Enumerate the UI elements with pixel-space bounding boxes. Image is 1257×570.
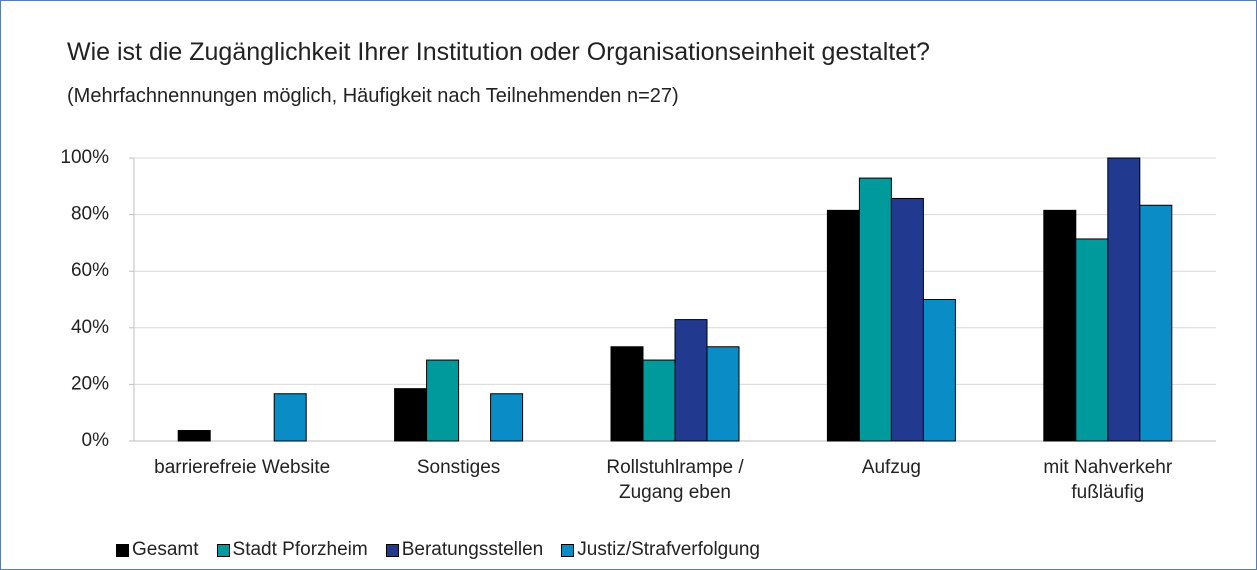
bar (490, 393, 524, 442)
bar (858, 177, 892, 442)
bar (1043, 209, 1077, 442)
bar (426, 359, 460, 442)
bar (826, 209, 860, 442)
y-tick-label: 20% (71, 373, 109, 394)
legend-item: Stadt Pforzheim (216, 539, 368, 561)
x-tick-label: Rollstuhlrampe / Zugang eben (606, 457, 744, 503)
legend-item: Gesamt (116, 539, 199, 561)
bar (674, 319, 708, 442)
bar (1075, 238, 1109, 442)
x-tick-label: Aufzug (861, 457, 921, 478)
bar (642, 359, 676, 442)
legend-swatch (385, 543, 399, 557)
x-tick-label: Sonstiges (416, 457, 501, 478)
y-tick-label: 60% (71, 260, 109, 281)
bar (177, 430, 211, 442)
y-tick-label: 100% (60, 147, 109, 168)
legend-swatch (561, 543, 575, 557)
bar (890, 197, 924, 442)
legend-swatch (216, 543, 230, 557)
x-tick-label: barrierefreie Website (154, 457, 331, 478)
legend-swatch (116, 543, 129, 557)
y-tick-label: 0% (82, 430, 110, 451)
bar (1139, 204, 1173, 442)
bar (1107, 157, 1141, 442)
y-tick-label: 80% (71, 204, 109, 225)
legend-item: Beratungsstellen (385, 539, 544, 561)
legend-label: Justiz/Strafverfolgung (577, 539, 760, 560)
legend-label: Stadt Pforzheim (232, 539, 368, 560)
bar (922, 299, 956, 442)
chart-title: Wie ist die Zugänglichkeit Ihrer Institu… (67, 38, 930, 66)
title-block: Wie ist die Zugänglichkeit Ihrer Institu… (67, 31, 1027, 117)
chart-subtitle: (Mehrfachnennungen möglich, Häufigkeit n… (67, 85, 679, 107)
bar (394, 388, 428, 442)
legend-item: Justiz/Strafverfolgung (561, 539, 760, 561)
bar (273, 393, 307, 442)
y-tick-label: 40% (71, 317, 109, 338)
legend: Gesamt Stadt Pforzheim Beratungsstellen Jus… (116, 539, 760, 561)
bar (706, 346, 740, 442)
legend-label: Gesamt (132, 539, 199, 560)
bar (610, 346, 644, 442)
x-tick-label: mit Nahverkehr fußläufig (1043, 457, 1173, 503)
legend-label: Beratungsstellen (401, 539, 544, 560)
